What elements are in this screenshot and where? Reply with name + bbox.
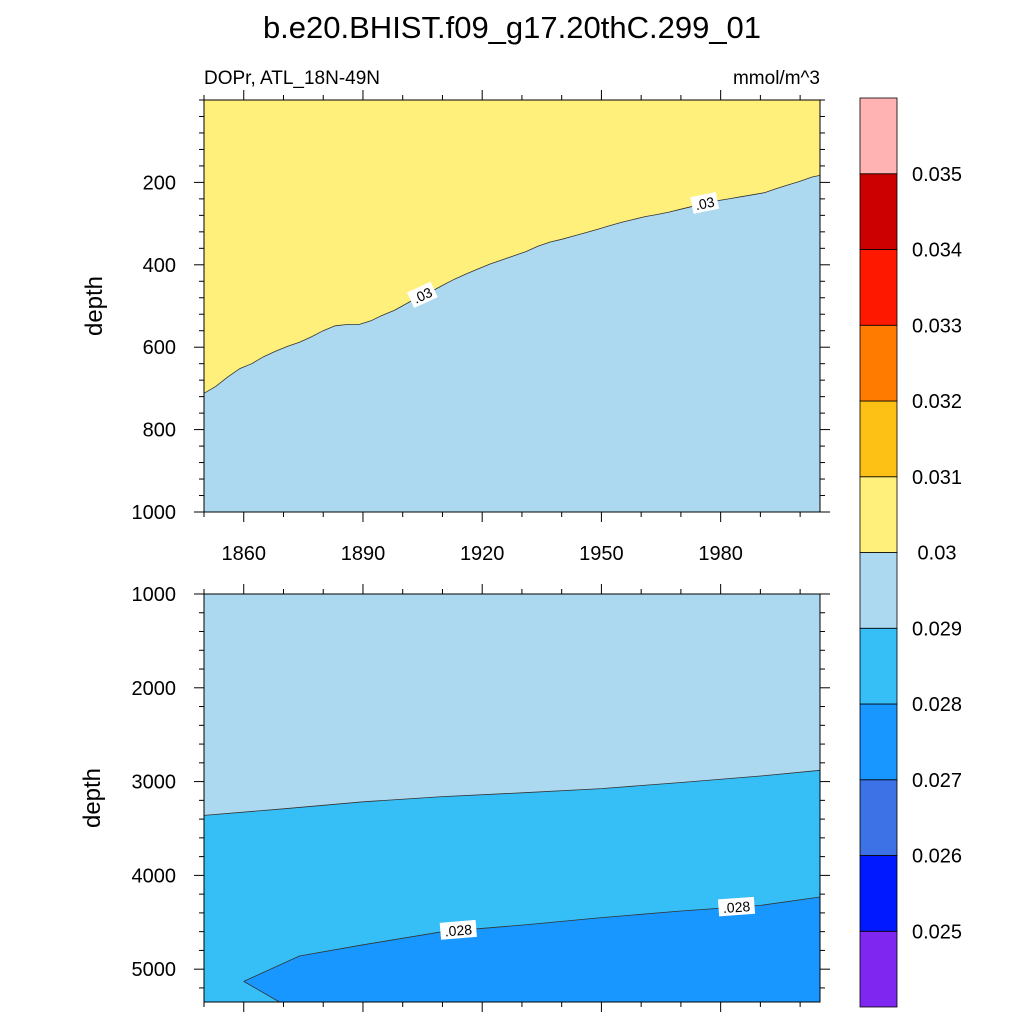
colorbar-label: 0.035 bbox=[912, 164, 962, 186]
colorbar-label: 0.032 bbox=[912, 391, 962, 413]
bottom-y-tick-label: 5000 bbox=[132, 959, 177, 981]
bottom-y-tick-label: 4000 bbox=[132, 865, 177, 887]
bottom-y-tick-label: 1000 bbox=[132, 584, 177, 606]
top-contour-line-030 bbox=[203, 175, 821, 394]
colorbar-label: 0.027 bbox=[912, 770, 962, 792]
colorbar-box bbox=[859, 173, 898, 250]
top-region-029-030 bbox=[204, 175, 820, 512]
colorbar-label: 0.031 bbox=[912, 467, 962, 489]
colorbar-label: 0.034 bbox=[912, 240, 962, 262]
top-x-tick-label: 1980 bbox=[698, 543, 743, 565]
bottom-contour-label-text: .028 bbox=[444, 921, 473, 939]
bottom-plot-frame bbox=[203, 593, 821, 1003]
figure-title: b.e20.BHIST.f09_g17.20thC.299_01 bbox=[263, 10, 761, 45]
top-y-tick-label: 800 bbox=[143, 420, 176, 442]
colorbar-label: 0.033 bbox=[912, 315, 962, 337]
colorbar-box bbox=[859, 97, 898, 175]
colorbar-box bbox=[859, 930, 898, 1008]
top-y-tick-label: 400 bbox=[143, 255, 176, 277]
top-contour-label-text: .03 bbox=[694, 194, 717, 214]
colorbar-label: 0.025 bbox=[912, 921, 962, 943]
colorbar-box bbox=[859, 703, 898, 781]
colorbar-box bbox=[859, 627, 898, 705]
colorbar-label: 0.026 bbox=[912, 846, 962, 868]
top-units-label: mmol/m^3 bbox=[733, 68, 820, 89]
colorbar-box bbox=[859, 779, 898, 856]
top-plot-frame bbox=[203, 99, 821, 513]
colorbar: 0.025 0.026 0.027 0.028 0.029 0.03 0.031 0.032 0… bbox=[859, 97, 962, 1008]
top-y-tick-label: 600 bbox=[143, 337, 176, 359]
top-x-tick-label: 1920 bbox=[460, 543, 505, 565]
top-y-axis-label: depth bbox=[81, 276, 108, 336]
colorbar-box bbox=[859, 552, 898, 629]
colorbar-label: 0.03 bbox=[918, 543, 957, 565]
top-contour-label-1: .03 bbox=[407, 281, 438, 308]
colorbar-label: 0.028 bbox=[912, 694, 962, 716]
bottom-contour-label-1: .028 bbox=[439, 919, 477, 940]
colorbar-box bbox=[859, 324, 898, 402]
top-y-tick-label: 1000 bbox=[132, 502, 177, 524]
colorbar-box bbox=[859, 855, 898, 932]
colorbar-label: 0.029 bbox=[912, 618, 962, 640]
bottom-y-tick-label: 3000 bbox=[132, 772, 177, 794]
top-contour-label-2: .03 bbox=[690, 191, 720, 214]
top-x-tick-label: 1860 bbox=[221, 543, 266, 565]
bottom-contour-line-029 bbox=[203, 769, 821, 816]
colorbar-box bbox=[859, 400, 898, 478]
top-panel: DOPr, ATL_18N-49N mmol/m^3 depth .03.03 … bbox=[81, 68, 830, 565]
bottom-region-027-028 bbox=[243, 897, 820, 1002]
top-x-tick-label: 1890 bbox=[341, 543, 386, 565]
top-contour-label-text: .03 bbox=[410, 284, 435, 307]
top-x-tick-label: 1950 bbox=[579, 543, 624, 565]
bottom-y-tick-label: 2000 bbox=[132, 678, 177, 700]
bottom-contour-label-text: .028 bbox=[722, 898, 751, 916]
bottom-y-axis-label: depth bbox=[79, 768, 106, 828]
colorbar-box bbox=[859, 476, 898, 553]
bottom-contour-label-2: .028 bbox=[717, 896, 756, 917]
top-variable-label: DOPr, ATL_18N-49N bbox=[204, 68, 380, 89]
bottom-panel: depth .028 .028 1000 2000 3000 4000 5000 bbox=[79, 584, 830, 1012]
top-y-tick-label: 200 bbox=[143, 172, 176, 194]
colorbar-box bbox=[859, 249, 898, 326]
